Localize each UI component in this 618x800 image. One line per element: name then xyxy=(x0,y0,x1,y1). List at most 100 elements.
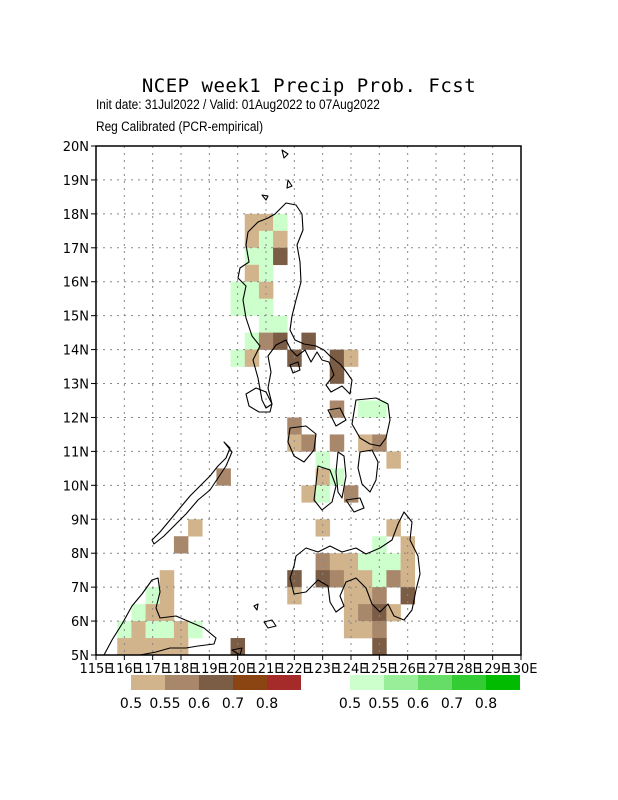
colorbar-legend: 0.5 0.55 0.6 0.7 0.8 0.5 0.55 0.6 0.7 0.8 xyxy=(120,675,520,712)
lon-label: 126E xyxy=(391,662,424,677)
coastline-mindoro xyxy=(245,387,273,413)
prob-cell xyxy=(315,519,331,537)
prob-cell xyxy=(358,604,373,622)
wet-colorbar-swatch xyxy=(452,675,486,690)
prob-cell xyxy=(386,604,401,622)
prob-cell xyxy=(315,553,331,571)
coastline-borneo xyxy=(103,577,217,655)
prob-cell xyxy=(315,451,331,469)
prob-cell xyxy=(159,604,175,622)
prob-cell xyxy=(343,604,359,622)
prob-cell xyxy=(173,638,189,655)
lat-label: 9N xyxy=(71,513,89,528)
probability-cells xyxy=(117,213,416,655)
wet-colorbar-label: 0.5 xyxy=(339,696,361,712)
prob-cell xyxy=(329,366,345,384)
coastlines xyxy=(103,149,421,655)
lat-label: 5N xyxy=(71,649,89,664)
prob-cell xyxy=(273,315,288,333)
prob-cell xyxy=(400,536,416,554)
dry-colorbar-swatch xyxy=(165,675,199,690)
calibration-note: Reg Calibrated (PCR-empirical) xyxy=(96,119,264,134)
prob-cell xyxy=(315,485,331,503)
prob-cell xyxy=(159,621,175,639)
lat-label: 8N xyxy=(71,547,89,562)
prob-cell xyxy=(372,638,387,655)
coastline-leyte xyxy=(357,449,379,493)
prob-cell xyxy=(329,553,345,571)
prob-cell xyxy=(386,570,401,588)
coastline-mindanao xyxy=(289,511,421,621)
prob-cell xyxy=(216,468,231,486)
prob-cell xyxy=(301,332,316,350)
prob-cell xyxy=(287,570,302,588)
lon-label: 123E xyxy=(306,662,339,677)
prob-cell xyxy=(273,213,288,232)
prob-cell xyxy=(386,519,401,537)
prob-cell xyxy=(400,553,416,571)
grid-lines xyxy=(96,146,521,655)
prob-cell xyxy=(329,349,345,367)
dry-colorbar-swatch xyxy=(233,675,267,690)
coastline-bohol xyxy=(345,497,365,513)
init-valid-dates: Init date: 31Jul2022 / Valid: 01Aug2022 … xyxy=(96,97,380,112)
coastline-samar xyxy=(351,397,391,447)
prob-cell xyxy=(230,281,246,299)
prob-cell xyxy=(258,315,274,333)
prob-cell xyxy=(358,400,373,418)
prob-cell xyxy=(244,230,260,249)
lon-label: 121E xyxy=(249,662,282,677)
lon-label: 129E xyxy=(476,662,509,677)
prob-cell xyxy=(188,621,203,639)
coastline-islets xyxy=(231,603,277,655)
prob-cell xyxy=(131,604,146,622)
prob-cell xyxy=(244,281,260,299)
lon-label: 128E xyxy=(448,662,481,677)
prob-cell xyxy=(258,281,274,299)
chart-title: NCEP week1 Precip Prob. Fcst xyxy=(141,75,477,97)
coastline-masbate xyxy=(327,407,347,427)
lon-label: 127E xyxy=(419,662,452,677)
prob-cell xyxy=(287,434,302,452)
prob-cell xyxy=(315,570,331,588)
dry-colorbar-label: 0.7 xyxy=(222,696,244,712)
prob-cell xyxy=(159,570,175,588)
coastline-marinduque xyxy=(289,361,301,374)
coastline-cebu xyxy=(335,451,347,499)
wet-colorbar-label: 0.6 xyxy=(407,696,429,712)
wet-colorbar-swatch xyxy=(418,675,452,690)
dry-colorbar-swatch xyxy=(267,675,301,690)
prob-cell xyxy=(372,434,387,452)
prob-cell xyxy=(244,264,260,283)
prob-cell xyxy=(329,400,345,418)
prob-cell xyxy=(273,230,288,249)
lon-label: 115E xyxy=(79,662,112,677)
lat-label: 16N xyxy=(63,276,89,291)
coastline-panay xyxy=(287,425,317,463)
dry-colorbar-label: 0.8 xyxy=(256,696,278,712)
prob-cell xyxy=(230,349,246,367)
prob-cell xyxy=(273,247,288,266)
prob-cell xyxy=(173,536,189,554)
prob-cell xyxy=(258,247,274,266)
lon-label: 120E xyxy=(221,662,254,677)
lon-label: 124E xyxy=(334,662,367,677)
prob-cell xyxy=(301,434,316,452)
prob-cell xyxy=(145,638,161,655)
lon-label: 118E xyxy=(164,662,197,677)
lat-label: 15N xyxy=(63,310,89,325)
prob-cell xyxy=(329,570,345,588)
prob-cell xyxy=(301,485,316,503)
prob-cell xyxy=(159,587,175,605)
prob-cell xyxy=(343,570,359,588)
lon-label: 125E xyxy=(363,662,396,677)
lon-label: 116E xyxy=(108,662,141,677)
lat-label: 6N xyxy=(71,615,89,630)
map-frame xyxy=(95,145,522,656)
prob-cell xyxy=(244,298,260,316)
dry-colorbar-swatch xyxy=(131,675,165,690)
wet-colorbar-swatch xyxy=(384,675,418,690)
prob-cell xyxy=(343,553,359,571)
prob-cell xyxy=(273,332,288,350)
